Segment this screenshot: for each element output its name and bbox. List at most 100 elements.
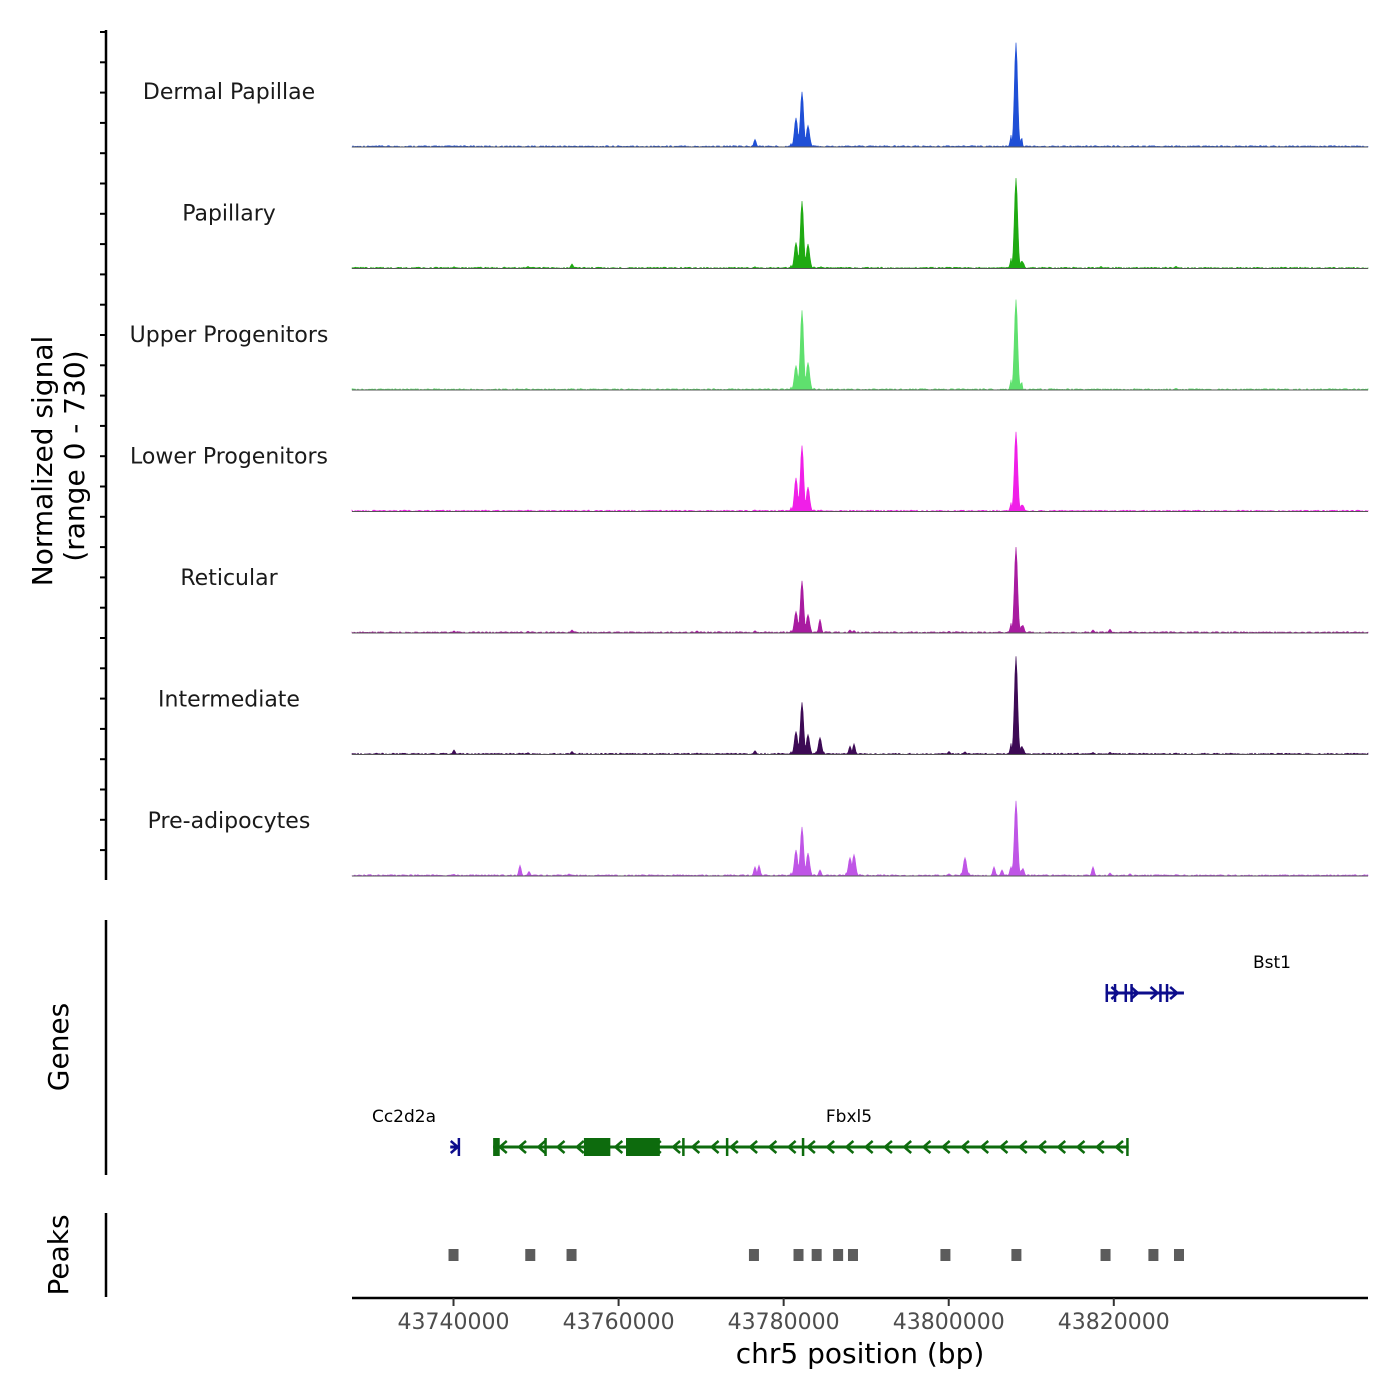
track-2: Upper Progenitors [130,299,1369,391]
peak-mark [748,1249,759,1261]
strand-arrow [1037,1140,1047,1154]
strand-arrow [1130,986,1140,1000]
track-label: Dermal Papillae [143,80,315,105]
peak-mark [1148,1249,1159,1261]
exon [801,1138,805,1156]
exon [1105,984,1109,1002]
x-tick-label: 43780000 [728,1310,840,1335]
signal-area [351,177,1369,269]
signal-area [351,547,1369,634]
peak-mark [1173,1249,1184,1261]
signal-area [351,42,1369,148]
strand-arrow [883,1140,893,1154]
peak-mark [448,1249,459,1261]
track-label: Pre-adipocytes [148,809,311,834]
exon [1159,984,1162,1002]
track-6: Pre-adipocytes [148,800,1369,877]
track-4: Reticular [180,547,1369,634]
signal-tracks: Dermal Papillae Papillary Upper Progenitor… [130,42,1369,877]
y-axis-title: Normalized signal [26,336,59,587]
gene-label: Bst1 [1253,953,1291,973]
peak-mark [833,1249,844,1261]
strand-arrow [748,1140,758,1154]
peak-mark [793,1249,804,1261]
signal-area [351,656,1369,756]
signal-y-axis-ticks [100,31,106,852]
signal-area [351,800,1369,877]
strand-arrow [863,1140,874,1154]
peaks-panel-label: Peaks [42,1214,75,1295]
strand-arrow [613,1140,624,1154]
exon [1165,984,1169,1002]
strand-arrow [979,1140,990,1154]
strand-arrow [825,1140,835,1154]
peak-mark [847,1249,858,1261]
strand-arrow [998,1140,1009,1154]
track-label: Papillary [182,202,276,227]
exon [493,1138,500,1156]
strand-arrow [1094,1140,1105,1154]
track-5: Intermediate [158,656,1369,756]
exon [583,1138,611,1156]
peak-track [448,1249,1184,1261]
strand-arrow [940,1140,951,1154]
exon [725,1138,729,1156]
strand-arrow [555,1140,566,1154]
exon [1124,984,1128,1002]
strand-arrow [921,1140,932,1154]
strand-arrow [902,1140,912,1154]
track-label: Reticular [180,566,278,591]
strand-arrow [960,1140,970,1154]
track-3: Lower Progenitors [130,431,1369,512]
gene-fbxl5: Fbxl5 [493,1107,1129,1156]
strand-arrow [1056,1140,1067,1154]
genes-panel-label: Genes [42,1003,75,1091]
signal-area [351,299,1369,391]
exon [682,1138,685,1156]
x-axis-title: chr5 position (bp) [736,1337,985,1370]
track-label: Upper Progenitors [130,323,329,348]
strand-arrow [690,1140,701,1154]
strand-arrow [497,1140,508,1154]
strand-arrow [536,1140,547,1154]
peak-mark [566,1249,577,1261]
strand-arrow [1110,986,1121,1000]
peak-mark [1011,1249,1022,1261]
x-tick-label: 43760000 [563,1310,675,1335]
exon [626,1138,660,1156]
gene-label: Fbxl5 [826,1107,872,1127]
strand-arrow [1114,1140,1124,1154]
peak-mark [525,1249,536,1261]
peak-mark [1100,1249,1111,1261]
strand-arrow [1017,1140,1028,1154]
track-0: Dermal Papillae [143,42,1369,148]
exon [1130,984,1133,1002]
exon [544,1138,547,1156]
strand-arrow [671,1140,681,1154]
x-tick-label: 43820000 [1058,1310,1170,1335]
strand-arrow [728,1140,739,1154]
strand-arrow [574,1140,585,1154]
strand-arrow [709,1140,720,1154]
strand-arrow [767,1140,778,1154]
x-tick-label: 43740000 [398,1310,510,1335]
exon [1126,1138,1129,1156]
peak-mark [811,1249,822,1261]
track-1: Papillary [182,177,1369,269]
strand-arrow [805,1140,816,1154]
strand-arrow [1149,986,1160,1000]
gene-label: Cc2d2a [372,1107,436,1127]
gene-track: Bst1 Cc2d2a Fbxl5 [372,953,1291,1156]
strand-arrow [844,1140,855,1154]
peak-mark [940,1249,951,1261]
exon [457,1138,461,1156]
strand-arrow [517,1140,527,1154]
x-tick-label: 43800000 [893,1310,1005,1335]
gene-cc2d2a: Cc2d2a [372,1107,461,1156]
strand-arrow [786,1140,797,1154]
strand-arrow [1169,986,1180,1000]
gene-bst1: Bst1 [1105,953,1291,1002]
track-label: Lower Progenitors [130,445,328,470]
x-axis-ticks: 43740000 43760000 43780000 43800000 43820000 [398,1298,1170,1335]
